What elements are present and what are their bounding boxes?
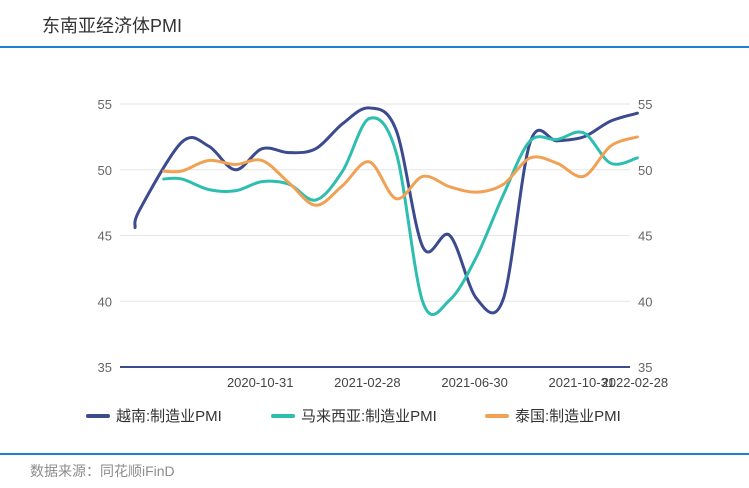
series-layer [133, 106, 639, 316]
legend: 越南:制造业PMI 马来西亚:制造业PMI 泰国:制造业PMI [86, 408, 621, 425]
footer-divider [0, 453, 749, 455]
x-tick-label: 2022-02-28 [602, 375, 669, 390]
y-tick-left: 45 [98, 229, 112, 244]
y-tick-right: 50 [638, 163, 652, 178]
legend-item: 马来西亚:制造业PMI [271, 408, 437, 425]
x-tick-label: 2020-10-31 [227, 375, 294, 390]
y-tick-left: 55 [98, 97, 112, 112]
x-tick-label: 2021-10-31 [549, 375, 616, 390]
legend-label: 泰国:制造业PMI [515, 408, 621, 425]
axis-layer: 35 35 40 40 45 45 50 50 55 55 2020-10-31 2021-02-28… [98, 97, 669, 390]
header-divider [0, 46, 749, 48]
y-tick-left: 35 [98, 360, 112, 375]
legend-label: 越南:制造业PMI [116, 408, 222, 425]
x-tick-label: 2021-06-30 [441, 375, 508, 390]
grid-layer [120, 103, 630, 302]
y-tick-left: 50 [98, 163, 112, 178]
y-tick-right: 45 [638, 229, 652, 244]
y-tick-right: 55 [638, 97, 652, 112]
legend-item: 越南:制造业PMI [86, 408, 222, 425]
y-tick-right: 40 [638, 294, 652, 309]
series-line-0 [133, 106, 639, 315]
chart-title: 东南亚经济体PMI [42, 16, 183, 36]
y-tick-left: 40 [98, 294, 112, 309]
legend-item: 泰国:制造业PMI [485, 408, 621, 425]
y-tick-right: 35 [638, 360, 652, 375]
series-line-2 [162, 135, 639, 207]
legend-label: 马来西亚:制造业PMI [301, 408, 437, 425]
series-line-1 [162, 116, 639, 316]
x-tick-label: 2021-02-28 [334, 375, 401, 390]
data-source: 数据来源：同花顺iFinD [30, 463, 175, 479]
